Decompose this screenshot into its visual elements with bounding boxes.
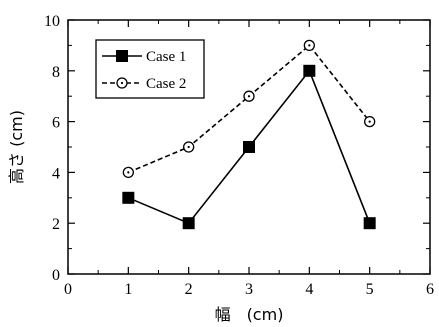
axes: 0 1 2 3 4 5 6 0 2 4 6 8 10 幅 (cm) 高さ (cm): [7, 13, 434, 324]
y-tick-label: 6: [52, 115, 60, 132]
legend-entry: Case 2: [102, 76, 186, 92]
data-point: [243, 141, 255, 153]
legend-label: Case 1: [146, 49, 186, 65]
x-tick-label: 0: [64, 281, 72, 298]
series-1: [122, 64, 376, 230]
y-tick-label: 0: [52, 267, 60, 284]
y-axis-title: 高さ (cm): [7, 110, 26, 184]
legend-marker: [116, 77, 128, 89]
series-2: [122, 39, 376, 179]
data-point: [303, 64, 316, 77]
series-layer: [122, 39, 376, 230]
y-tick-label: 8: [52, 64, 60, 81]
legend-marker: [116, 50, 128, 62]
data-point: [364, 115, 376, 128]
data-point: [243, 90, 255, 102]
x-tick-label: 4: [305, 281, 313, 298]
x-tick-label: 2: [185, 281, 193, 298]
legend-label: Case 2: [146, 76, 186, 92]
legend-box: [95, 39, 205, 99]
legend-entry: Case 1: [102, 49, 186, 65]
data-point: [182, 217, 195, 230]
y-tick-label: 2: [52, 216, 60, 233]
x-tick-label: 3: [245, 281, 253, 298]
data-point: [183, 141, 195, 153]
data-point: [122, 166, 134, 179]
legend: Case 1 Case 2: [95, 39, 205, 99]
x-tick-label: 6: [426, 281, 434, 298]
data-point: [122, 191, 135, 204]
x-axis-title: 幅 (cm): [215, 305, 284, 324]
x-tick-label: 1: [124, 281, 132, 298]
data-point: [363, 217, 376, 230]
y-tick-label: 10: [44, 13, 60, 30]
x-tick-label: 5: [366, 281, 374, 298]
y-tick-label: 4: [52, 165, 60, 182]
data-point: [303, 39, 315, 52]
